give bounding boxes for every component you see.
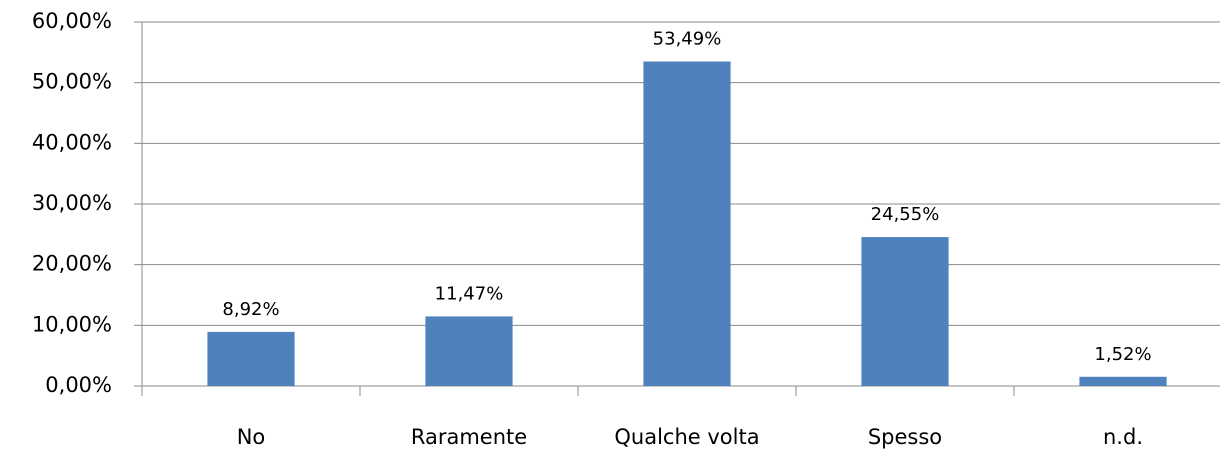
y-tick-label: 0,00%: [45, 373, 112, 397]
value-label: 53,49%: [653, 28, 722, 49]
y-tick-label: 20,00%: [32, 252, 112, 276]
y-tick-label: 10,00%: [32, 312, 112, 336]
bar: [861, 237, 949, 386]
value-label: 1,52%: [1094, 344, 1151, 365]
x-tick-label: No: [237, 425, 266, 449]
y-tick-label: 50,00%: [32, 70, 112, 94]
value-label: 8,92%: [222, 299, 279, 320]
bar: [425, 316, 513, 386]
x-tick-label: n.d.: [1103, 425, 1143, 449]
y-tick-label: 60,00%: [32, 9, 112, 33]
bar: [643, 61, 731, 387]
bar: [1079, 376, 1167, 386]
value-label: 11,47%: [435, 283, 504, 304]
x-tick-label: Raramente: [411, 425, 527, 449]
x-tick-label: Spesso: [868, 425, 942, 449]
value-label: 24,55%: [871, 204, 940, 225]
x-tick-label: Qualche volta: [614, 425, 759, 449]
bar: [207, 331, 295, 386]
y-tick-label: 40,00%: [32, 130, 112, 154]
y-tick-label: 30,00%: [32, 191, 112, 215]
